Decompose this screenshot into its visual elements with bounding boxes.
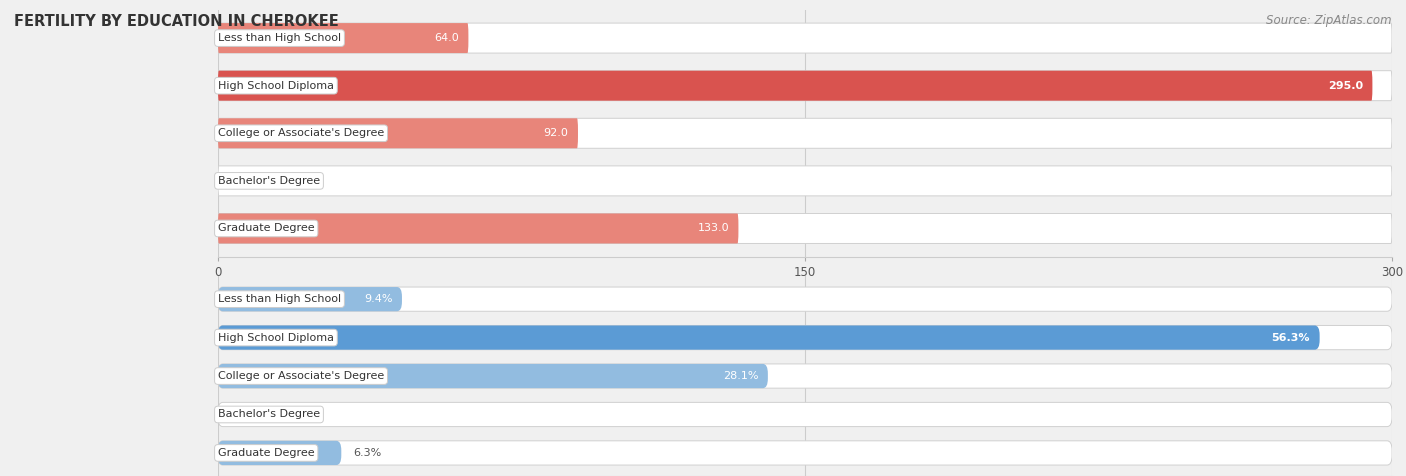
FancyBboxPatch shape: [218, 326, 1392, 350]
FancyBboxPatch shape: [218, 70, 1392, 101]
Text: High School Diploma: High School Diploma: [218, 80, 335, 91]
Text: Bachelor's Degree: Bachelor's Degree: [218, 176, 321, 186]
Text: 64.0: 64.0: [434, 33, 458, 43]
FancyBboxPatch shape: [218, 326, 1320, 350]
Text: 6.3%: 6.3%: [353, 448, 381, 458]
Text: 0.0%: 0.0%: [229, 409, 257, 419]
FancyBboxPatch shape: [218, 287, 402, 311]
Text: 133.0: 133.0: [697, 223, 730, 234]
Text: Less than High School: Less than High School: [218, 294, 342, 304]
FancyBboxPatch shape: [218, 213, 1392, 244]
FancyBboxPatch shape: [218, 441, 1392, 465]
Text: 56.3%: 56.3%: [1271, 333, 1310, 343]
Text: Source: ZipAtlas.com: Source: ZipAtlas.com: [1267, 14, 1392, 27]
Text: High School Diploma: High School Diploma: [218, 333, 335, 343]
Text: College or Associate's Degree: College or Associate's Degree: [218, 371, 384, 381]
Text: Graduate Degree: Graduate Degree: [218, 223, 315, 234]
FancyBboxPatch shape: [218, 402, 1392, 426]
Text: 295.0: 295.0: [1327, 80, 1362, 91]
FancyBboxPatch shape: [218, 23, 468, 53]
FancyBboxPatch shape: [218, 23, 1392, 53]
FancyBboxPatch shape: [218, 213, 738, 244]
FancyBboxPatch shape: [218, 364, 1392, 388]
Text: College or Associate's Degree: College or Associate's Degree: [218, 128, 384, 139]
FancyBboxPatch shape: [218, 166, 1392, 196]
FancyBboxPatch shape: [218, 364, 768, 388]
Text: 28.1%: 28.1%: [723, 371, 758, 381]
FancyBboxPatch shape: [218, 287, 1392, 311]
FancyBboxPatch shape: [218, 441, 342, 465]
Text: 9.4%: 9.4%: [364, 294, 392, 304]
Text: Graduate Degree: Graduate Degree: [218, 448, 315, 458]
FancyBboxPatch shape: [218, 119, 1392, 149]
Text: FERTILITY BY EDUCATION IN CHEROKEE: FERTILITY BY EDUCATION IN CHEROKEE: [14, 14, 339, 30]
FancyBboxPatch shape: [218, 70, 1372, 101]
Text: 92.0: 92.0: [544, 128, 568, 139]
FancyBboxPatch shape: [218, 119, 578, 149]
Text: 0.0: 0.0: [229, 176, 247, 186]
Text: Less than High School: Less than High School: [218, 33, 342, 43]
Text: Bachelor's Degree: Bachelor's Degree: [218, 409, 321, 419]
